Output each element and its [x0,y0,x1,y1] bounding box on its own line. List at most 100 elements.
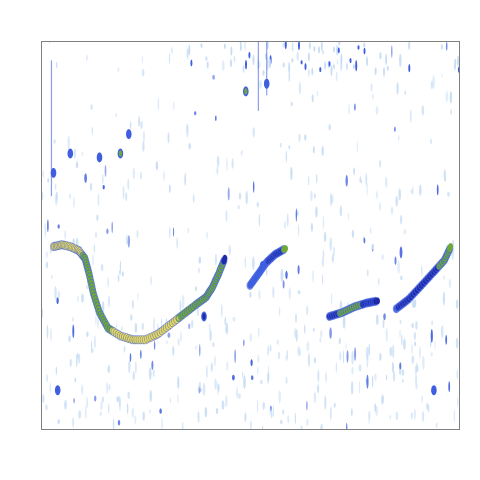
noise-speck [413,331,416,341]
noise-speck [394,126,396,132]
noise-speck [252,256,255,271]
noise-speck [78,353,81,364]
noise-speck [403,229,407,235]
noise-speck [148,367,152,380]
noise-speck [375,406,378,416]
noise-speck [125,234,128,245]
noise-speck [167,132,170,144]
noise-speck [414,408,416,420]
noise-speck [188,142,192,150]
noise-speck [419,346,421,360]
intensity-tracks-layer [50,240,454,345]
noise-speck [431,320,433,326]
noise-speck [227,187,230,201]
noise-speck [411,355,415,364]
noise-speck [126,403,129,415]
noise-speck [267,56,269,71]
noise-speck [224,316,227,326]
noise-speck [322,274,324,285]
noise-speck [390,206,394,215]
noise-speck [408,64,411,73]
noise-speck [259,80,262,89]
noise-speck [404,90,407,95]
noise-speck [307,68,310,77]
noise-speck [57,419,60,425]
noise-speck [97,193,100,207]
noise-speck [177,394,179,404]
noise-speck [398,188,402,201]
noise-speck [286,213,289,227]
noise-speck [408,41,411,50]
noise-speck [317,369,320,383]
noise-speck [92,253,94,266]
noise-speck [320,330,323,338]
noise-speck [288,62,291,74]
noise-speck [457,397,459,407]
noise-speck [330,293,333,305]
noise-speck [307,353,310,367]
noise-speck [198,267,200,274]
noise-speck [56,297,59,305]
noise-speck [157,97,160,111]
noise-speck [131,407,135,418]
noise-speck [315,206,318,218]
noise-speck [250,420,252,429]
noise-speck [363,47,366,55]
noise-speck [248,51,251,59]
noise-speck [351,350,354,365]
noise-speck [421,265,423,277]
noise-speck [403,338,406,351]
noise-speck [84,173,87,184]
noise-speck [338,337,341,345]
noise-speck [54,286,57,300]
noise-speck [448,381,451,393]
track-core [222,254,228,262]
noise-speck [81,293,84,303]
noise-speck [287,415,290,424]
noise-speck [94,395,97,402]
noise-speck [358,380,361,394]
intensity-spot-core [127,130,131,138]
noise-speck [267,345,269,357]
noise-speck [122,185,125,200]
noise-speck [153,340,156,350]
noise-speck [366,374,369,389]
intensity-spot-core [202,313,206,320]
noise-speck [223,43,226,49]
intensity-spot-core [68,150,72,157]
background-noise-layer [41,41,459,429]
noise-speck [434,339,436,351]
noise-speck [91,340,93,351]
noise-speck [129,121,132,130]
noise-speck [419,184,422,196]
noise-speck [331,253,334,263]
noise-speck [71,317,74,322]
noise-speck [361,179,363,184]
noise-speck [398,135,400,141]
noise-speck [177,376,180,390]
noise-speck [366,182,368,197]
noise-speck [172,345,175,356]
intensity-track [50,240,228,345]
noise-speck [55,366,58,375]
noise-speck [432,75,435,90]
noise-speck [212,74,215,80]
noise-speck [55,61,58,69]
noise-speck [242,371,244,379]
noise-speck [435,422,438,428]
noise-speck [346,62,348,71]
noise-speck [131,299,134,309]
noise-speck [139,349,142,359]
noise-speck [73,148,76,159]
noise-speck [45,251,48,259]
noise-speck [260,379,263,385]
noise-speck [93,335,96,349]
noise-speck [134,415,137,425]
noise-speck [257,354,260,364]
noise-speck [179,300,182,313]
noise-speck [421,105,425,116]
noise-speck [214,253,217,266]
noise-speck [295,329,298,342]
noise-speck [322,215,325,229]
noise-speck [72,417,75,428]
